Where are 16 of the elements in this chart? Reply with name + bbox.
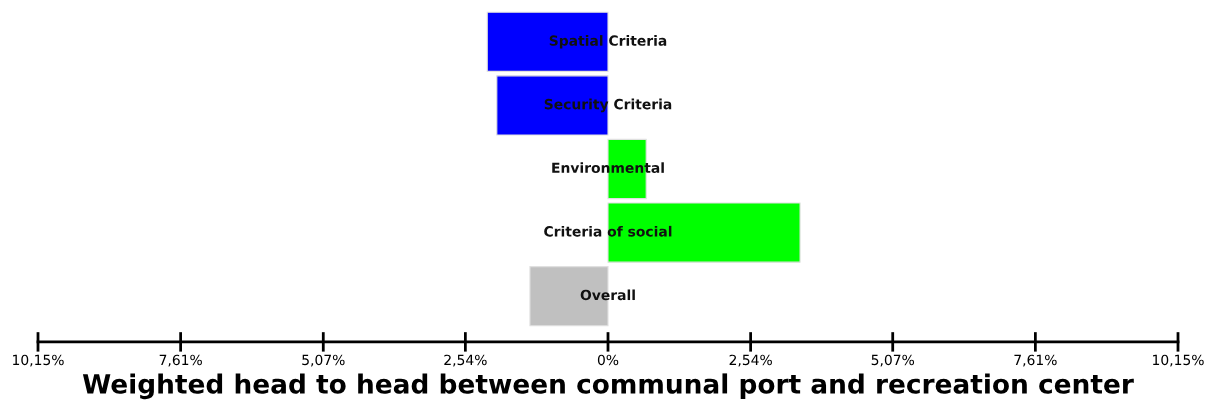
x-tick-label: 2,54% [729,354,772,367]
x-axis-title: Weighted head to head between communal port and recreation center [82,373,1134,400]
bar [496,75,609,136]
x-tick-label: 5,07% [871,354,915,367]
x-tick-label: 10,15% [13,354,64,367]
y-tick-label: Spatial Criteria [549,35,667,49]
x-tick-label: 7,61% [159,354,202,367]
bar [607,202,801,263]
x-tick-label: 7,61% [1014,354,1057,367]
x-tick-label: 10,15% [1153,354,1204,367]
x-tick-label: 2,54% [444,354,487,367]
y-tick-label: Overall [580,289,635,301]
y-tick-label: Security Criteria [544,98,672,113]
x-tick-label: 5,07% [302,354,345,367]
bar [486,11,609,72]
x-tick-label: 0% [597,354,619,366]
